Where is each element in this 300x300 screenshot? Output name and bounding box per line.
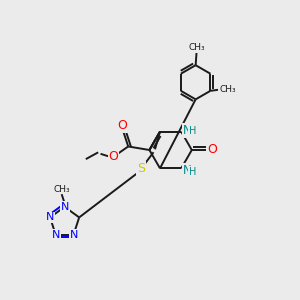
Text: N: N bbox=[69, 230, 78, 239]
Text: H: H bbox=[189, 167, 196, 177]
Text: H: H bbox=[189, 126, 196, 136]
Text: O: O bbox=[208, 143, 218, 157]
Text: N: N bbox=[183, 164, 192, 177]
Text: O: O bbox=[117, 119, 127, 132]
Text: N: N bbox=[183, 124, 192, 137]
Text: CH₃: CH₃ bbox=[53, 185, 70, 194]
Text: S: S bbox=[137, 162, 145, 175]
Text: CH₃: CH₃ bbox=[188, 43, 205, 52]
Text: N: N bbox=[46, 212, 54, 222]
Text: N: N bbox=[60, 202, 69, 212]
Text: O: O bbox=[109, 150, 118, 163]
Text: N: N bbox=[51, 230, 60, 239]
Text: CH₃: CH₃ bbox=[219, 85, 236, 94]
